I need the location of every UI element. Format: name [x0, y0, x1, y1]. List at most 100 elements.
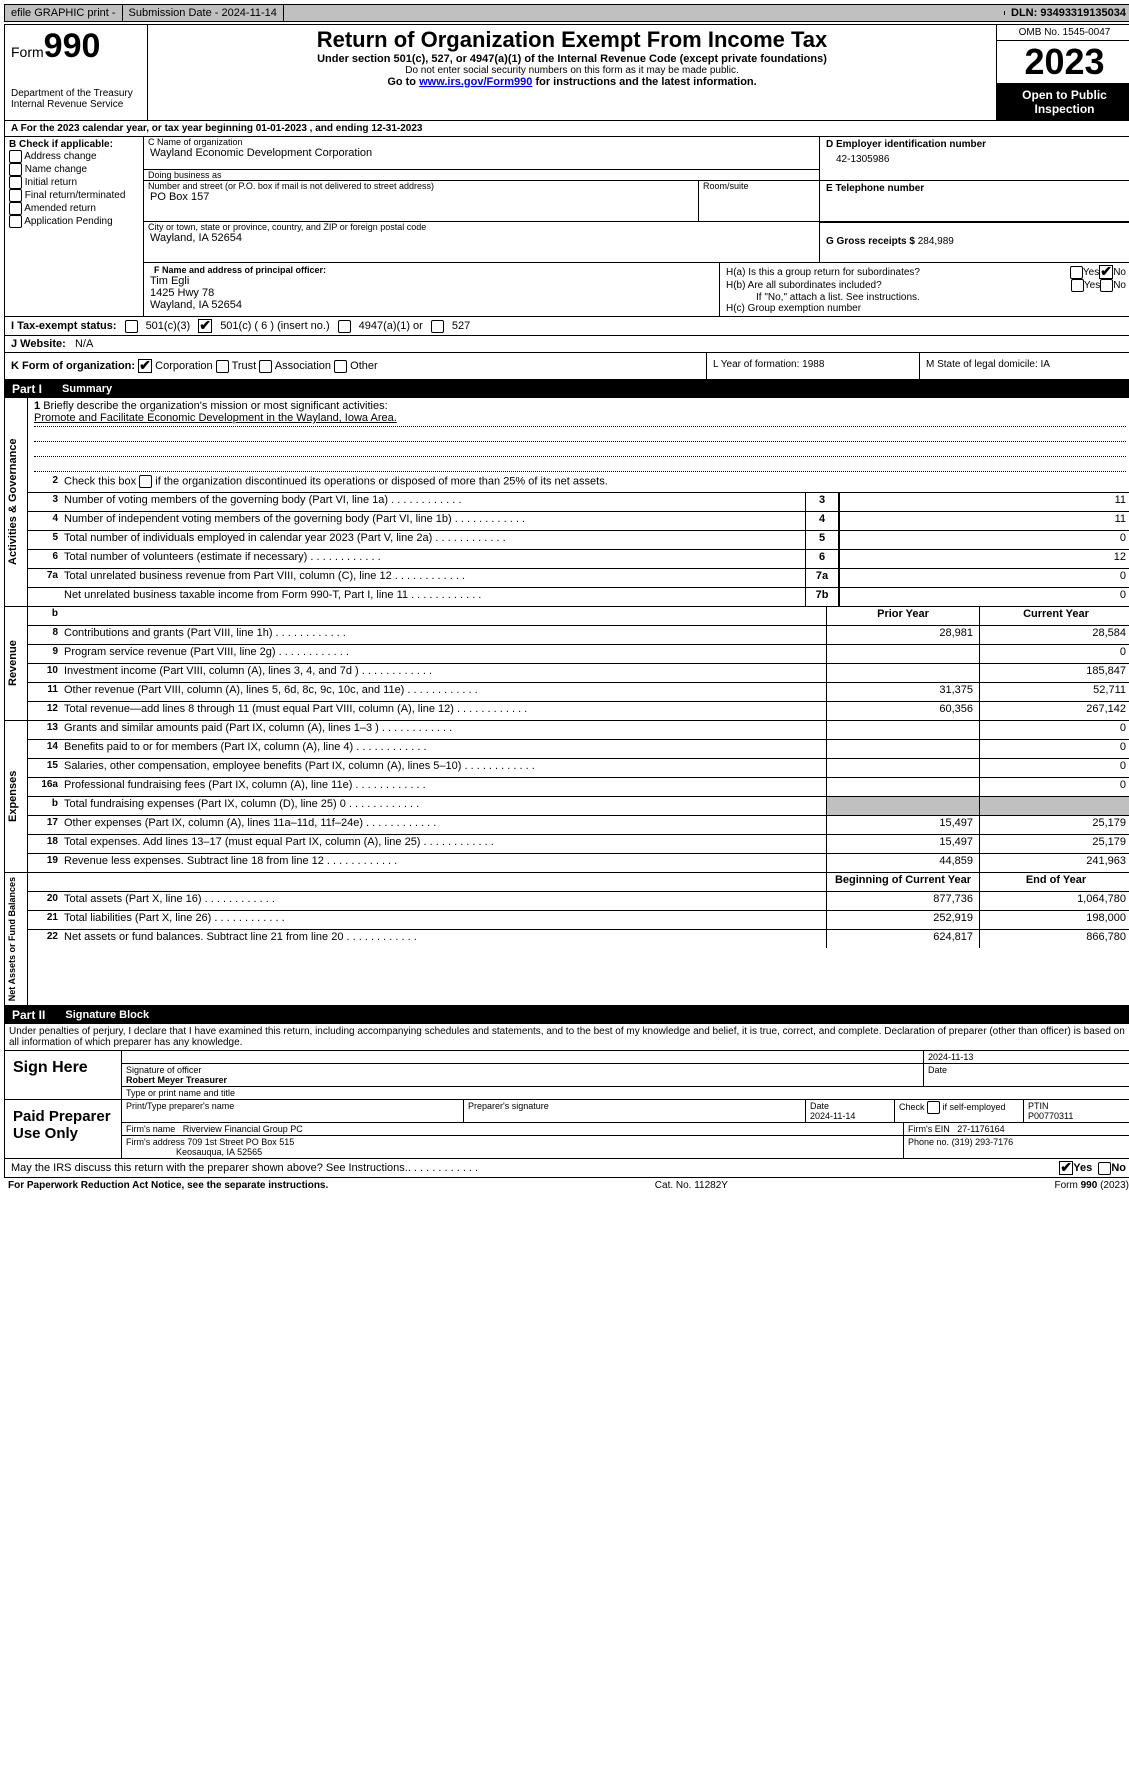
box-e: E Telephone number — [820, 181, 1129, 221]
line1-text: Briefly describe the organization's miss… — [43, 400, 387, 412]
chk-527[interactable] — [431, 320, 444, 333]
box-b-heading: B Check if applicable: — [9, 139, 113, 150]
taxstatus-label: I Tax-exempt status: — [11, 320, 117, 332]
net-spacer2 — [62, 873, 826, 891]
end-year-header: End of Year — [979, 873, 1129, 891]
netassets-label: Net Assets or Fund Balances — [5, 873, 28, 1005]
chk-other[interactable] — [334, 360, 347, 373]
box-b: B Check if applicable: Address change Na… — [5, 137, 144, 316]
curr-val: 0 — [979, 759, 1129, 777]
hb-label: H(b) Are all subordinates included? — [726, 280, 1071, 291]
prior-val: 877,736 — [826, 892, 979, 910]
ein-value: 42-1305986 — [826, 150, 1126, 169]
line-num: 17 — [28, 816, 62, 834]
begin-year-header: Beginning of Current Year — [826, 873, 979, 891]
submission-date: Submission Date - 2024-11-14 — [123, 5, 284, 21]
line-num: 11 — [28, 683, 62, 701]
footer: For Paperwork Reduction Act Notice, see … — [4, 1178, 1129, 1193]
part1-label: Part I — [12, 382, 42, 396]
part1-title: Summary — [62, 383, 112, 395]
hb-no: No — [1113, 280, 1126, 291]
chk-address-change[interactable]: Address change — [9, 150, 139, 163]
chk-amended[interactable]: Amended return — [9, 202, 139, 215]
gross-receipts-value: 284,989 — [918, 236, 954, 247]
chk-initial-return[interactable]: Initial return — [9, 176, 139, 189]
line-desc: Other expenses (Part IX, column (A), lin… — [62, 816, 826, 834]
line-num: 18 — [28, 835, 62, 853]
line-ref: 3 — [805, 493, 839, 511]
opt-corp: Corporation — [155, 360, 212, 372]
ha-no-chk[interactable] — [1099, 265, 1113, 279]
opt-501c3: 501(c)(3) — [146, 320, 191, 332]
hb-no-chk[interactable] — [1100, 279, 1113, 292]
form-title: Return of Organization Exempt From Incom… — [154, 27, 990, 53]
mission-blank1 — [34, 427, 1126, 442]
chk-final-return[interactable]: Final return/terminated — [9, 189, 139, 202]
city-label: City or town, state or province, country… — [144, 222, 819, 232]
line-num: 22 — [28, 930, 62, 948]
prior-val — [826, 759, 979, 777]
ha-no: No — [1113, 267, 1126, 278]
prior-year-header: Prior Year — [826, 607, 979, 625]
year-box: OMB No. 1545-0047 2023 Open to Public In… — [996, 25, 1129, 120]
row-a-period: A For the 2023 calendar year, or tax yea… — [5, 121, 1129, 137]
line-num — [28, 588, 62, 606]
line-num: 5 — [28, 531, 62, 549]
tax-year: 2023 — [997, 41, 1129, 84]
line1-num: 1 — [34, 400, 40, 412]
curr-val — [979, 797, 1129, 815]
col-b: b — [28, 607, 62, 625]
line-num: 9 — [28, 645, 62, 663]
part2-title: Signature Block — [65, 1009, 149, 1021]
chk-501c3[interactable] — [125, 320, 138, 333]
prior-val — [826, 645, 979, 663]
line-num: 6 — [28, 550, 62, 568]
form-number: 990 — [44, 27, 101, 65]
box-h: H(a) Is this a group return for subordin… — [720, 263, 1129, 316]
net-spacer — [28, 873, 62, 891]
line-desc: Number of independent voting members of … — [62, 512, 805, 530]
expenses-label: Expenses — [5, 721, 28, 872]
prep-sig-label: Preparer's signature — [464, 1100, 806, 1122]
line-num: b — [28, 797, 62, 815]
public-inspection: Open to Public Inspection — [997, 84, 1129, 120]
line-desc: Total assets (Part X, line 16) — [62, 892, 826, 910]
chk-name-change[interactable]: Name change — [9, 163, 139, 176]
curr-val: 28,584 — [979, 626, 1129, 644]
curr-val: 198,000 — [979, 911, 1129, 929]
footer-right: Form 990 (2023) — [1055, 1180, 1129, 1191]
date-label: Date — [924, 1064, 1129, 1086]
row-j-website: J Website: N/A — [5, 336, 1129, 353]
chk-4947[interactable] — [338, 320, 351, 333]
top-bar: efile GRAPHIC print - Submission Date - … — [4, 4, 1129, 22]
curr-val: 52,711 — [979, 683, 1129, 701]
signature-block: Under penalties of perjury, I declare th… — [4, 1024, 1129, 1178]
sig-date: 2024-11-13 — [924, 1051, 1129, 1063]
chk-501c[interactable] — [198, 319, 212, 333]
hb-yes-chk[interactable] — [1071, 279, 1084, 292]
prior-val — [826, 740, 979, 758]
irs-link[interactable]: www.irs.gov/Form990 — [419, 76, 532, 88]
chk-assoc[interactable] — [259, 360, 272, 373]
governance-section: Activities & Governance 1 Briefly descri… — [4, 398, 1129, 607]
chk-discontinued[interactable] — [139, 475, 152, 488]
revenue-section: Revenue b Prior Year Current Year 8 Cont… — [4, 607, 1129, 721]
line-num: 14 — [28, 740, 62, 758]
sig-officer: Signature of officer Robert Meyer Treasu… — [122, 1064, 924, 1086]
box-d: D Employer identification number 42-1305… — [820, 137, 1129, 180]
prior-val: 252,919 — [826, 911, 979, 929]
curr-val: 185,847 — [979, 664, 1129, 682]
chk-corp[interactable] — [138, 359, 152, 373]
line-num: 16a — [28, 778, 62, 796]
goto-suffix: for instructions and the latest informat… — [532, 76, 756, 88]
discuss-no-chk[interactable] — [1098, 1162, 1111, 1175]
line-val: 11 — [839, 493, 1129, 511]
chk-self-emp[interactable] — [927, 1101, 940, 1114]
chk-app-pending[interactable]: Application Pending — [9, 215, 139, 228]
form-title-box: Return of Organization Exempt From Incom… — [148, 25, 996, 120]
ha-yes-chk[interactable] — [1070, 266, 1083, 279]
chk-trust[interactable] — [216, 360, 229, 373]
prior-val: 44,859 — [826, 854, 979, 872]
discuss-yes-chk[interactable] — [1059, 1161, 1073, 1175]
mission-text: Promote and Facilitate Economic Developm… — [34, 412, 1126, 427]
